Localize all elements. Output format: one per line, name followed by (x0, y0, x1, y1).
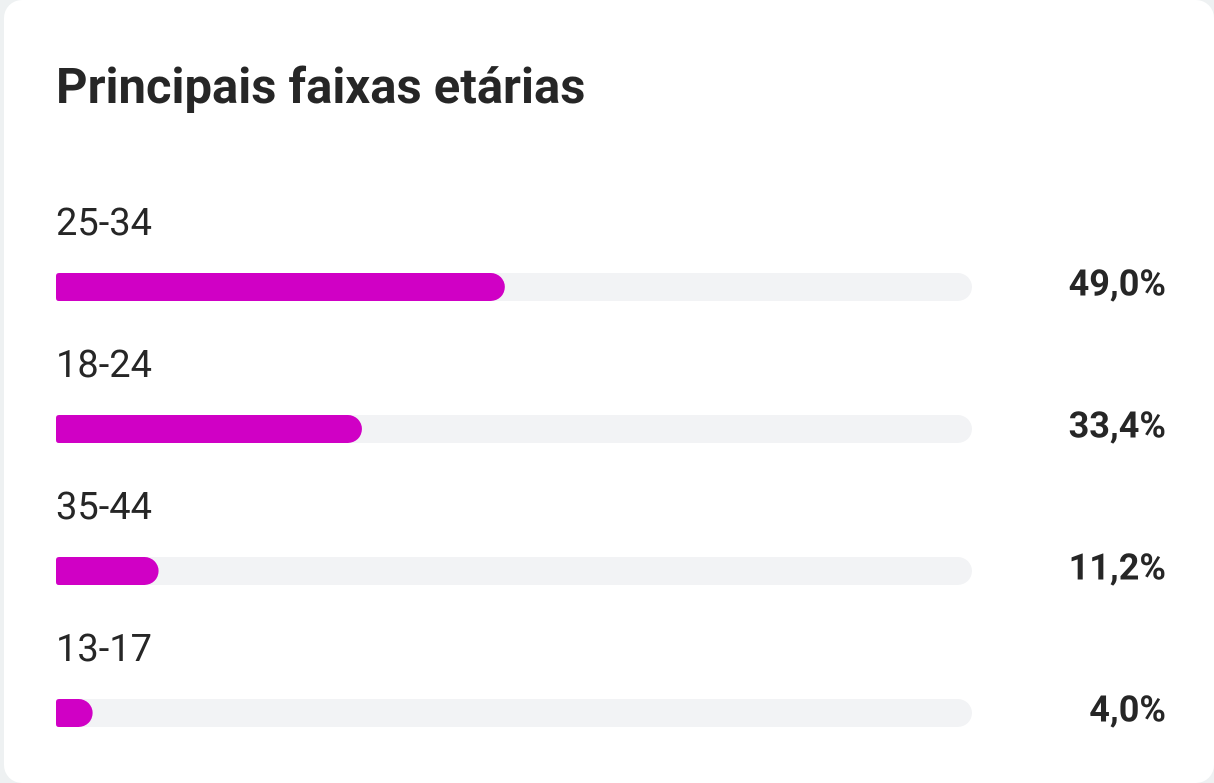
bar (56, 273, 505, 301)
bar (56, 699, 93, 727)
value-label: 11,2% (1069, 547, 1166, 589)
bar-track (56, 557, 972, 585)
card (4, 0, 1214, 783)
bar (56, 415, 362, 443)
chart-title: Principais faixas etárias (56, 58, 585, 115)
value-label: 49,0% (1069, 263, 1166, 305)
bar-track (56, 699, 972, 727)
category-label: 18-24 (56, 343, 152, 387)
category-label: 13-17 (56, 627, 152, 671)
value-label: 33,4% (1069, 405, 1166, 447)
category-label: 25-34 (56, 201, 152, 245)
category-label: 35-44 (56, 485, 152, 529)
value-label: 4,0% (1089, 689, 1166, 731)
bar (56, 557, 159, 585)
